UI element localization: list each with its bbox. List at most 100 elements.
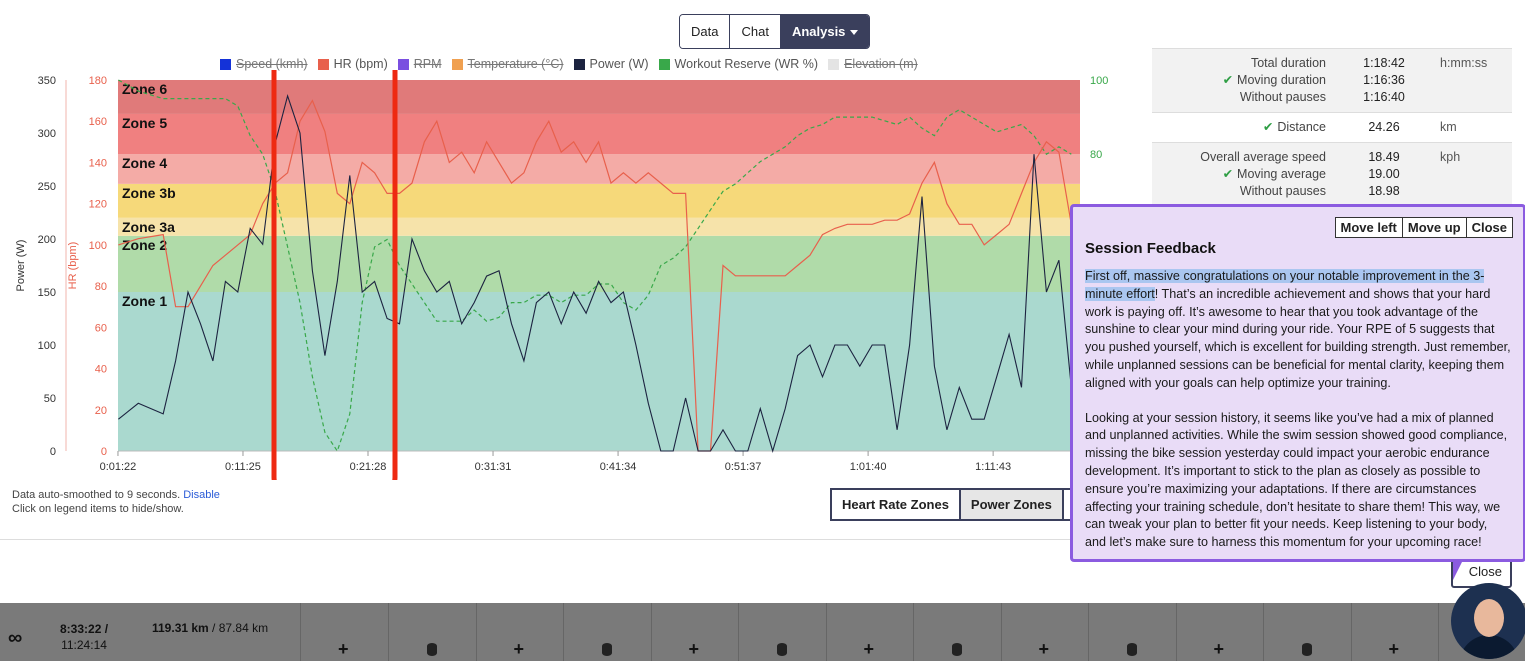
popup-controls: Move left Move up Close [1334, 217, 1513, 238]
legend-label: HR (bpm) [333, 57, 388, 71]
stats-table: Total duration 1:18:42 h:mm:ss ✔ Moving d… [1152, 48, 1512, 206]
calendar-cell-divider [476, 603, 477, 661]
legend-item[interactable]: Workout Reserve (WR %) [658, 56, 819, 72]
legend-label: Elevation (m) [844, 57, 918, 71]
moving-duration-row: ✔ Moving duration [1152, 72, 1334, 89]
legend-item[interactable]: Elevation (m) [828, 56, 918, 72]
avatar-shoulders [1459, 635, 1519, 659]
x-tick-label: 0:31:31 [475, 461, 512, 473]
zone-band [118, 217, 1080, 236]
add-icon[interactable]: + [338, 639, 349, 659]
power-axis-label: Power (W) [15, 240, 27, 292]
add-icon[interactable]: + [1038, 639, 1050, 659]
add-icon[interactable]: + [513, 639, 525, 659]
power-tick-label: 0 [50, 446, 56, 458]
add-icon[interactable]: + [1213, 639, 1225, 659]
smoothing-text: Data auto-smoothed to 9 seconds. [12, 489, 181, 501]
hr-tick-label: 140 [89, 157, 107, 169]
legend-swatch [658, 58, 670, 70]
legend-item[interactable]: Temperature (°C) [451, 56, 564, 72]
legend-item[interactable]: Power (W) [573, 56, 649, 72]
x-tick-label: 1:01:40 [850, 461, 887, 473]
database-icon[interactable] [952, 643, 962, 656]
smoothing-note: Data auto-smoothed to 9 seconds. Disable… [12, 488, 220, 516]
hr-series-line [118, 99, 1072, 452]
tab-analysis[interactable]: Analysis [780, 15, 870, 48]
duration-unit: h:mm:ss [1440, 56, 1488, 70]
tab-chat[interactable]: Chat [730, 15, 781, 48]
zone-label: Zone 3b [122, 185, 176, 201]
zone-band [118, 80, 1080, 114]
hr-tick-label: 80 [95, 281, 107, 293]
legend-swatch [317, 58, 329, 70]
legend-label: RPM [413, 57, 442, 71]
legend-item[interactable]: Speed (kmh) [220, 56, 308, 72]
power-tick-label: 250 [38, 181, 56, 193]
move-up-button[interactable]: Move up [1402, 217, 1467, 238]
disable-smoothing-link[interactable]: Disable [183, 489, 220, 501]
section-divider [0, 539, 1525, 540]
coach-avatar[interactable] [1451, 583, 1525, 659]
distance-total: / 87.84 km [208, 621, 269, 635]
legend-label: Power (W) [589, 57, 649, 71]
hr-tick-label: 120 [89, 199, 107, 211]
distance-group: ✔ Distance 24.26 km [1152, 112, 1512, 142]
summary-bar: ∞ 8:33:22 / 11:24:14 119.31 km / 87.84 k… [0, 603, 1525, 661]
power-zones-button[interactable]: Power Zones [960, 488, 1064, 521]
zone-label: Zone 1 [122, 293, 167, 309]
check-icon: ✔ [1222, 73, 1234, 87]
add-icon[interactable]: + [1388, 639, 1400, 659]
calendar-cell-divider [651, 603, 652, 661]
hr-tick-label: 40 [95, 364, 107, 376]
speed-group: Overall average speed 18.49 kph ✔ Moving … [1152, 142, 1512, 206]
database-icon[interactable] [777, 643, 787, 656]
legend-hint: Click on legend items to hide/show. [12, 503, 184, 515]
legend-item[interactable]: RPM [397, 56, 442, 72]
total-duration-label: Total duration [1250, 56, 1326, 70]
heart-rate-zones-button[interactable]: Heart Rate Zones [830, 488, 961, 521]
legend-label: Workout Reserve (WR %) [674, 57, 819, 71]
feedback-paragraph-1-rest: ! That’s an incredible achievement and s… [1085, 286, 1511, 390]
view-tabs: Data Chat Analysis [679, 14, 871, 49]
database-icon[interactable] [602, 643, 612, 656]
power-tick-label: 200 [38, 234, 56, 246]
time-total: 11:24:14 [61, 638, 107, 652]
popup-close-button[interactable]: Close [1466, 217, 1513, 238]
moving-duration-label: Moving duration [1237, 73, 1326, 87]
feedback-paragraph-1: First off, massive congratulations on yo… [1085, 268, 1511, 393]
total-duration-value: 1:18:42 [1363, 56, 1405, 70]
distance-label: Distance [1277, 120, 1326, 134]
add-icon[interactable]: + [688, 639, 700, 659]
without-pauses-duration-label: Without pauses [1239, 90, 1326, 104]
calendar-cell-divider [1001, 603, 1002, 661]
database-icon[interactable] [427, 643, 437, 656]
moving-duration-value: 1:16:36 [1363, 73, 1405, 87]
x-tick-label: 0:51:37 [725, 461, 762, 473]
without-pauses-speed-value: 18.98 [1368, 184, 1400, 198]
database-icon[interactable] [1302, 643, 1312, 656]
tab-data[interactable]: Data [680, 15, 731, 48]
caret-down-icon [850, 30, 859, 36]
without-pauses-speed-label: Without pauses [1239, 184, 1326, 198]
distance-current: 119.31 km [152, 621, 209, 635]
time-current: 8:33:22 / [60, 622, 109, 636]
hr-tick-label: 20 [95, 405, 107, 417]
power-series-line [118, 93, 1072, 453]
x-tick-label: 0:41:34 [600, 461, 637, 473]
popup-title: Session Feedback [1085, 240, 1216, 257]
move-left-button[interactable]: Move left [1334, 217, 1403, 238]
power-tick-label: 50 [44, 393, 56, 405]
moving-avg-value: 19.00 [1368, 167, 1400, 181]
calendar-cell-divider [563, 603, 564, 661]
calendar-cell-divider [1263, 603, 1264, 661]
database-icon[interactable] [1127, 643, 1137, 656]
zone-toggle: Heart Rate Zones Power Zones S [830, 488, 1095, 521]
chart-legend: Speed (kmh) HR (bpm) RPM Temperature (°C) Po… [220, 56, 918, 72]
hr-tick-label: 160 [89, 116, 107, 128]
legend-item[interactable]: HR (bpm) [317, 56, 388, 72]
calendar-cell-divider [738, 603, 739, 661]
x-tick-label: 1:11:43 [975, 461, 1011, 473]
moving-avg-label: Moving average [1237, 167, 1326, 181]
hr-tick-label: 100 [89, 240, 107, 252]
add-icon[interactable]: + [863, 639, 875, 659]
